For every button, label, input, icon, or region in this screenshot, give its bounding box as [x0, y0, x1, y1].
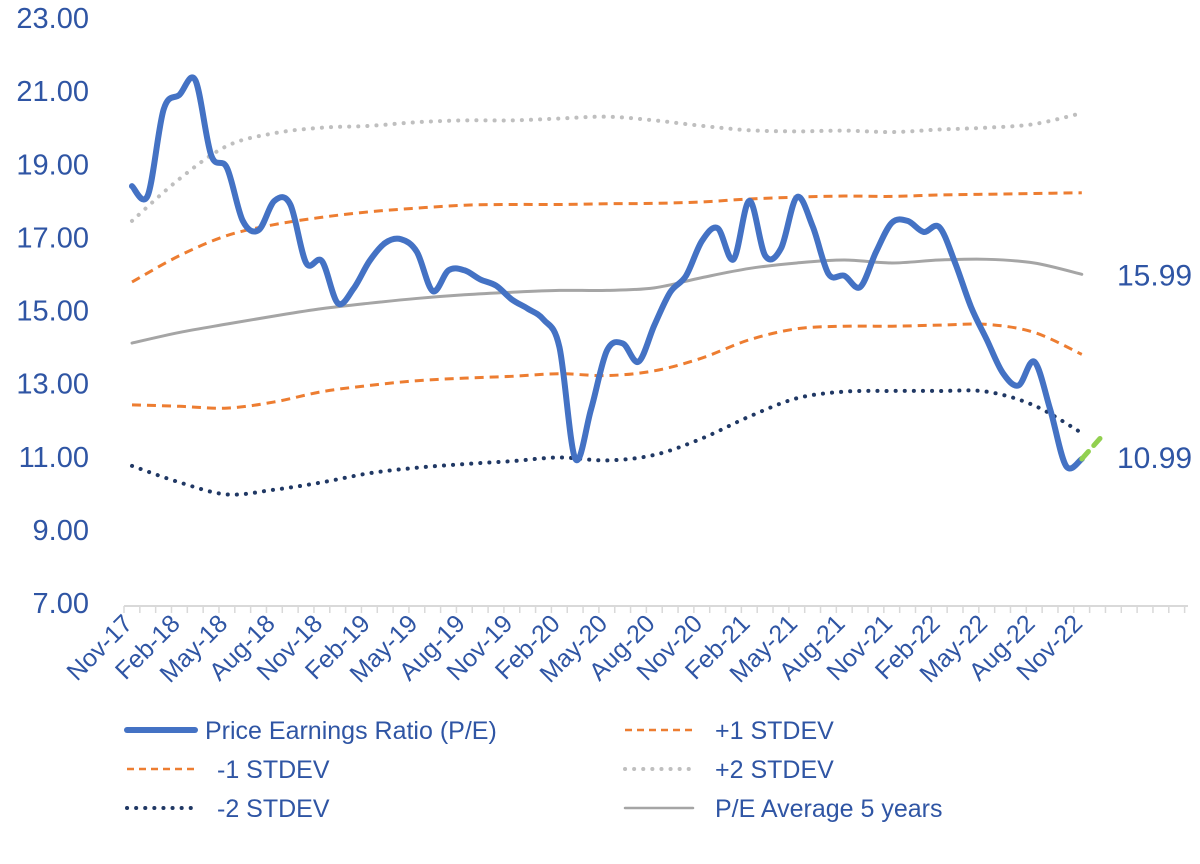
y-tick-label: 13.00 [16, 369, 89, 401]
legend-label: +1 STDEV [715, 717, 834, 745]
legend-item: +2 STDEV [623, 756, 834, 784]
legend: Price Earnings Ratio (P/E) +1 STDEV -1 STD… [124, 717, 942, 823]
y-axis: 23.00 21.00 19.00 17.00 15.00 13.00 11.00 9.00 7… [16, 3, 89, 620]
y-tick-label: 21.00 [16, 76, 89, 108]
y-tick-label: 9.00 [33, 515, 89, 547]
y-tick-label: 19.00 [16, 149, 89, 181]
series-line-2-stdev [130, 388, 1084, 497]
x-axis: Nov-17Feb-18May-18Aug-18Nov-18Feb-19May-… [61, 605, 1188, 688]
legend-item: -1 STDEV [127, 756, 330, 784]
legend-item: +1 STDEV [625, 717, 834, 745]
y-tick-label: 15.00 [16, 296, 89, 328]
y-tick-label: 17.00 [16, 222, 89, 254]
legend-label: Price Earnings Ratio (P/E) [205, 717, 497, 745]
series-line-price-earnings-ratio-p-e [129, 74, 1085, 472]
data-label: 15.99 [1117, 259, 1192, 292]
plot-area [129, 74, 1103, 497]
series-line-p-e-average-5-years [130, 257, 1084, 345]
y-tick-label: 23.00 [16, 3, 89, 35]
y-tick-label: 11.00 [19, 442, 89, 474]
data-labels: 15.99 10.99 [1117, 259, 1192, 475]
series-line-1-stdev [131, 322, 1083, 410]
legend-label: P/E Average 5 years [715, 795, 942, 823]
data-label: 10.99 [1117, 442, 1192, 475]
legend-item: P/E Average 5 years [623, 795, 942, 823]
y-tick-label: 7.00 [33, 588, 89, 620]
legend-item: Price Earnings Ratio (P/E) [124, 717, 497, 745]
pe-projection-line [1079, 435, 1103, 462]
series-line-plus1-stdev [131, 191, 1082, 284]
legend-item: -2 STDEV [125, 795, 330, 823]
legend-label: -2 STDEV [217, 795, 330, 823]
legend-label: +2 STDEV [715, 756, 834, 784]
legend-label: -1 STDEV [217, 756, 330, 784]
